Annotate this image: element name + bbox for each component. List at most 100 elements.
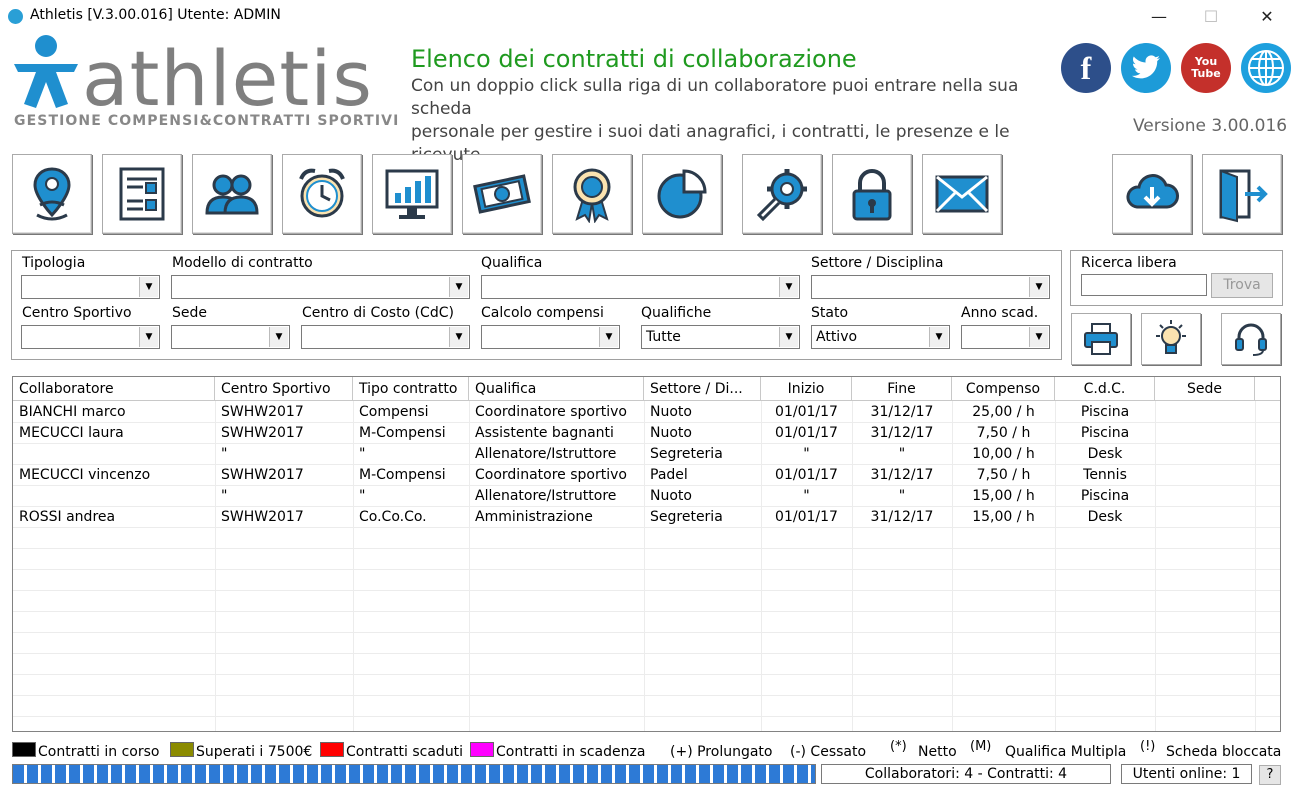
qualifiche-label: Qualifiche [641,305,712,321]
logo-subtitle: GESTIONE COMPENSI&CONTRATTI SPORTIVI [14,113,400,129]
chart-monitor-button[interactable] [372,154,452,234]
twitter-icon[interactable] [1121,43,1171,93]
column-header[interactable]: Collaboratore [13,377,215,401]
column-header[interactable]: Fine [852,377,952,401]
table-row[interactable]: MECUCCI vincenzo SWHW2017 M-Compensi Coordi… [13,465,1280,486]
contracts-table[interactable]: Collaboratore Centro Sportivo Tipo contr… [12,376,1281,732]
qualifiche-select[interactable]: Tutte ▼ [641,325,800,349]
table-cell: Allenatore/Istruttore [475,488,617,504]
centro-select[interactable]: ▼ [21,325,160,349]
counts-status: Collaboratori: 4 - Contratti: 4 [821,764,1111,784]
mail-icon [935,175,989,213]
minimize-button[interactable]: — [1151,6,1167,26]
globe-icon[interactable] [1241,43,1291,93]
ideas-button[interactable] [1141,313,1201,365]
youtube-icon[interactable]: You Tube [1181,43,1231,93]
legend-superati: Superati i 7500€ [196,744,313,760]
column-divider [1155,401,1156,731]
cloud-download-button[interactable] [1112,154,1192,234]
legend-swatch-black [12,742,36,757]
column-header[interactable]: Settore / Di... [644,377,761,401]
calcolo-select[interactable]: ▼ [481,325,620,349]
modello-select[interactable]: ▼ [171,275,470,299]
table-cell: " [803,446,810,462]
legend-in-corso: Contratti in corso [38,744,160,760]
settings-button[interactable] [742,154,822,234]
close-button[interactable]: ✕ [1260,6,1274,26]
column-header[interactable]: Sede [1155,377,1255,401]
column-header[interactable]: Qualifica [469,377,644,401]
tipologia-select[interactable]: ▼ [21,275,160,299]
alarm-clock-button[interactable] [282,154,362,234]
table-row[interactable] [13,675,1280,696]
search-input[interactable] [1081,274,1207,296]
column-header[interactable]: C.d.C. [1055,377,1155,401]
cloud-download-icon [1126,174,1179,209]
table-cell: ROSSI andrea [19,509,116,525]
award-ribbon-button[interactable] [552,154,632,234]
table-row[interactable] [13,633,1280,654]
table-cell: Coordinatore sportivo [475,467,627,483]
facebook-icon[interactable]: f [1061,43,1111,93]
column-header[interactable]: Tipo contratto [353,377,469,401]
stato-select[interactable]: Attivo ▼ [811,325,950,349]
print-button[interactable] [1071,313,1131,365]
column-header[interactable]: Compenso [952,377,1055,401]
table-row[interactable] [13,696,1280,717]
table-row[interactable]: " " Allenatore/Istruttore Nuoto " " 15,00 / h P… [13,486,1280,507]
table-row[interactable] [13,591,1280,612]
exit-button[interactable] [1202,154,1282,234]
app-icon [8,9,23,24]
legend-swatch-olive [170,742,194,757]
table-cell: SWHW2017 [221,404,304,420]
qualifica-select[interactable]: ▼ [481,275,800,299]
table-cell: 01/01/17 [775,425,838,441]
table-row[interactable]: " " Allenatore/Istruttore Segreteria " " 10,00… [13,444,1280,465]
table-row[interactable] [13,549,1280,570]
table-cell: Nuoto [650,425,692,441]
chevron-down-icon: ▼ [449,327,468,347]
people-button[interactable] [192,154,272,234]
settore-select[interactable]: ▼ [811,275,1050,299]
table-row[interactable] [13,654,1280,675]
table-row[interactable]: BIANCHI marco SWHW2017 Compensi Coordinator… [13,402,1280,423]
calcolo-label: Calcolo compensi [481,305,604,321]
pie-chart-button[interactable] [642,154,722,234]
table-row[interactable] [13,612,1280,633]
table-cell: 01/01/17 [775,467,838,483]
anno-select[interactable]: ▼ [961,325,1050,349]
help-button[interactable]: ? [1259,765,1281,785]
table-row[interactable]: ROSSI andrea SWHW2017 Co.Co.Co. Amministraz… [13,507,1280,528]
table-cell: Padel [650,467,688,483]
chevron-down-icon: ▼ [449,277,468,297]
progress-bar [12,764,816,784]
table-row[interactable] [13,528,1280,549]
table-cell: M-Compensi [359,467,446,483]
window-title: Athletis [V.3.00.016] Utente: ADMIN [30,7,281,23]
column-header[interactable]: Inizio [761,377,852,401]
location-person-button[interactable] [12,154,92,234]
column-divider [644,401,645,731]
centro-label: Centro Sportivo [22,305,132,321]
table-row[interactable]: MECUCCI laura SWHW2017 M-Compensi Assistent… [13,423,1280,444]
mail-button[interactable] [922,154,1002,234]
money-button[interactable] [462,154,542,234]
table-row[interactable] [13,570,1280,591]
checklist-button[interactable] [102,154,182,234]
column-header[interactable]: Centro Sportivo [215,377,353,401]
lock-button[interactable] [832,154,912,234]
maximize-button[interactable]: ☐ [1203,6,1219,26]
cdc-select[interactable]: ▼ [301,325,470,349]
table-cell [13,486,215,507]
legend-bloccata: Scheda bloccata [1166,744,1282,760]
sede-select[interactable]: ▼ [171,325,290,349]
printer-icon [1084,323,1118,355]
legend-swatch-red [320,742,344,757]
trova-button[interactable]: Trova [1211,273,1273,298]
support-button[interactable] [1221,313,1281,365]
checklist-icon [119,167,165,221]
table-cell: " [359,488,366,504]
table-cell: 10,00 / h [972,446,1035,462]
legend-prolungato: (+) Prolungato [670,744,773,760]
table-cell: " [221,488,228,504]
